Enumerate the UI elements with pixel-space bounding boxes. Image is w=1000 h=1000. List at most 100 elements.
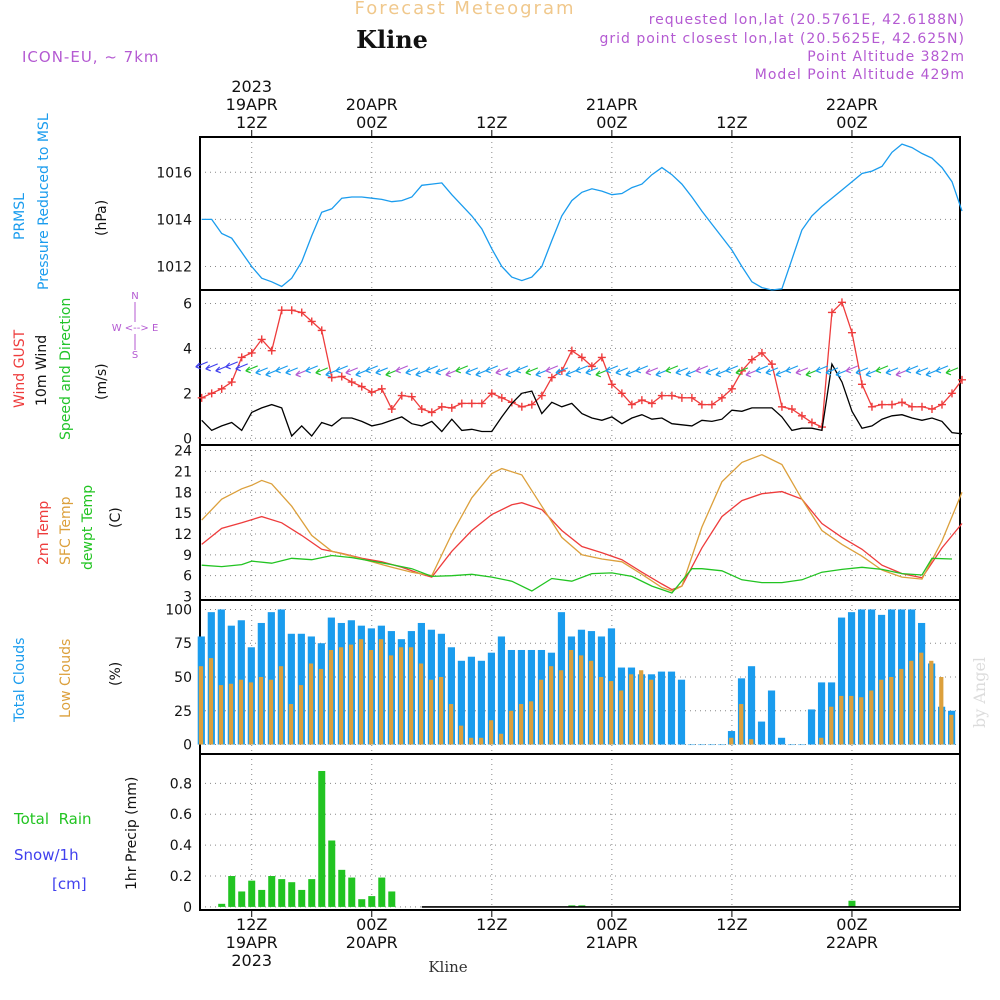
- x-label-top: 00Z: [836, 113, 867, 132]
- wind-dir-arrow: [405, 367, 419, 376]
- gust-marker: [717, 393, 726, 402]
- gust-marker: [257, 335, 266, 344]
- y-tick-label: 4: [183, 341, 192, 357]
- y-tick-label: 24: [174, 444, 192, 460]
- rain-bar: [248, 880, 256, 907]
- low-cloud-bar: [749, 739, 754, 745]
- low-cloud-bar: [569, 649, 574, 745]
- rain-bar: [328, 840, 336, 907]
- compass-we: W <--> E: [112, 323, 159, 334]
- panel-frame-pressure: [199, 136, 961, 291]
- y-tick-label: 6: [183, 569, 192, 585]
- low-cloud-bar: [539, 679, 544, 745]
- gust-marker: [417, 405, 426, 414]
- wind-dir-arrow: [945, 367, 959, 376]
- x-label-bottom: 00Z: [836, 915, 867, 934]
- wind-dir-arrow: [705, 367, 719, 376]
- total-cloud-bar: [807, 709, 816, 745]
- rain-bar: [228, 876, 236, 907]
- low-cloud-bar: [228, 683, 234, 745]
- low-cloud-bar: [459, 725, 464, 745]
- wind-dir-arrow: [485, 365, 499, 374]
- gust-marker: [827, 308, 836, 317]
- wind-dir-arrow: [765, 367, 779, 376]
- gust-marker: [857, 380, 866, 389]
- y-tick-label: 1014: [156, 212, 192, 228]
- total-cloud-bar: [517, 649, 526, 745]
- gust-marker: [447, 403, 456, 412]
- low-cloud-bar: [288, 704, 294, 745]
- wind-dir-arrow: [725, 365, 739, 374]
- panel-frame-temp: [199, 444, 961, 601]
- low-cloud-bar: [519, 704, 524, 745]
- wind-dir-arrow: [755, 365, 769, 374]
- point-altitude: Point Altitude 382m: [807, 49, 965, 65]
- gust-marker: [847, 328, 856, 337]
- low-cloud-bar: [378, 639, 384, 745]
- y-tick-label: 9: [183, 548, 192, 564]
- gust-marker: [677, 393, 686, 402]
- low-cloud-bar: [499, 733, 504, 745]
- gust-marker: [917, 402, 926, 411]
- rain-bar: [288, 882, 296, 907]
- gust-marker: [567, 346, 576, 355]
- low-cloud-bar: [859, 697, 864, 745]
- rain-bar: [298, 889, 306, 907]
- low-cloud-bar: [879, 679, 884, 745]
- low-cloud-bar: [639, 670, 644, 745]
- low-cloud-bar: [368, 649, 374, 745]
- snow-unit-label: [cm]: [52, 875, 87, 893]
- temp-sfc-label: SFC Temp: [58, 496, 74, 565]
- gust-marker: [267, 346, 276, 355]
- total-cloud-bar: [527, 649, 536, 745]
- credit: by Angel: [970, 657, 989, 728]
- total-cloud-bar: [797, 744, 806, 746]
- gust-marker: [547, 373, 556, 382]
- low-cloud-bar: [298, 685, 304, 745]
- total-cloud-bar: [847, 612, 856, 745]
- hpa-unit-label: (hPa): [94, 200, 110, 236]
- gust-marker: [697, 400, 706, 409]
- pct-unit-label: (%): [108, 662, 124, 686]
- y-tick-label: 75: [174, 636, 192, 652]
- gust-marker: [287, 306, 296, 315]
- gust-marker: [297, 308, 306, 317]
- wind-dir-arrow: [905, 365, 919, 374]
- x-label-top: 22APR: [826, 95, 878, 114]
- closest-coords: grid point closest lon,lat (20.5625E, 42…: [599, 31, 965, 47]
- total-cloud-bar: [777, 737, 786, 745]
- gust-marker: [797, 411, 806, 420]
- super-title: Forecast Meteogram: [354, 0, 575, 19]
- rain-bar: [218, 903, 226, 907]
- low-cloud-bar: [939, 677, 944, 745]
- x-label-bottom: 22APR: [826, 933, 878, 952]
- low-cloud-bar: [218, 685, 224, 745]
- gust-marker: [477, 399, 486, 408]
- wind-dir-arrow: [675, 367, 689, 376]
- gust-marker: [217, 384, 226, 393]
- gust-marker: [347, 378, 356, 387]
- total-cloud-bar: [857, 609, 866, 745]
- low-cloud-bar: [509, 710, 514, 745]
- wind-line: [201, 362, 963, 438]
- low-cloud-bar: [469, 737, 474, 745]
- gust-marker: [377, 384, 386, 393]
- cloud-labels: Total Clouds Low Clouds (%): [12, 638, 124, 723]
- gust-marker: [527, 400, 536, 409]
- y-tick-label: 18: [174, 485, 192, 501]
- low-cloud-bar: [238, 679, 244, 745]
- c-unit-label: (C): [108, 507, 124, 528]
- rain-bar: [268, 876, 276, 907]
- total-cloud-bar: [867, 609, 876, 745]
- wind-dir-arrow: [435, 367, 449, 376]
- wind-dir-arrow: [305, 365, 318, 374]
- gust-marker: [667, 391, 676, 400]
- wind-dir-label: Speed and Direction: [58, 298, 74, 440]
- pressure-line: [201, 143, 963, 291]
- low-cloud-bar: [909, 660, 914, 745]
- total-cloud-bar: [787, 744, 796, 746]
- rain-bar: [338, 869, 346, 907]
- low-cloud-bar: [559, 670, 564, 745]
- gust-marker: [357, 382, 366, 391]
